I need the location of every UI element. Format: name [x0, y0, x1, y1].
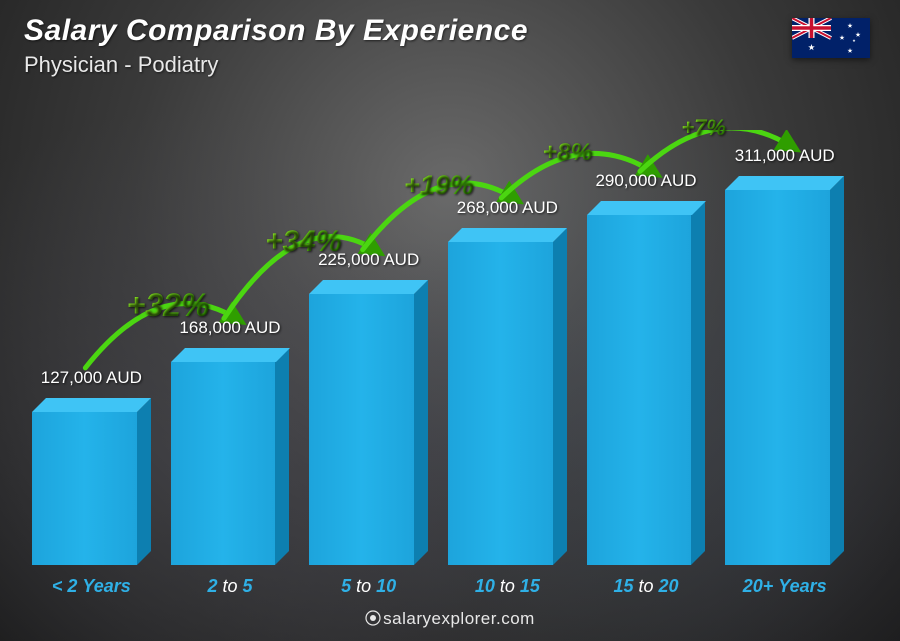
increase-pct-label: +34%: [265, 225, 341, 259]
bar: [725, 190, 844, 565]
footer: salaryexplorer.com: [0, 609, 900, 631]
x-axis-label: 15 to 20: [587, 576, 706, 597]
bar: [309, 294, 428, 565]
bar-slot: 168,000 AUD: [171, 130, 290, 565]
increase-pct-label: +7%: [681, 115, 726, 141]
australia-flag-icon: [792, 18, 870, 58]
x-axis: < 2 Years 2 to 5 5 to 10 10 to 15 15 to 20 20…: [32, 576, 844, 597]
bar: [171, 362, 290, 565]
bar-slot: 127,000 AUD: [32, 130, 151, 565]
salary-bar-chart: 127,000 AUD168,000 AUD225,000 AUD268,000…: [32, 130, 844, 565]
bar-value-label: 290,000 AUD: [595, 171, 696, 191]
footer-text: salaryexplorer.com: [383, 609, 535, 628]
bar: [587, 215, 706, 565]
x-axis-label: 5 to 10: [309, 576, 428, 597]
x-axis-label: < 2 Years: [32, 576, 151, 597]
increase-pct-label: +19%: [404, 170, 474, 201]
x-axis-label: 20+ Years: [725, 576, 844, 597]
page-title: Salary Comparison By Experience: [24, 14, 528, 48]
bar-slot: 311,000 AUD: [725, 130, 844, 565]
bar-value-label: 311,000 AUD: [735, 146, 835, 166]
logo-icon: [365, 610, 381, 631]
x-axis-label: 2 to 5: [171, 576, 290, 597]
page-subtitle: Physician - Podiatry: [24, 52, 528, 78]
bar-slot: 290,000 AUD: [587, 130, 706, 565]
increase-pct-label: +32%: [127, 287, 210, 324]
header: Salary Comparison By Experience Physicia…: [24, 14, 528, 78]
bar: [32, 412, 151, 565]
bar-value-label: 127,000 AUD: [41, 368, 142, 388]
x-axis-label: 10 to 15: [448, 576, 567, 597]
bar: [448, 242, 567, 565]
increase-pct-label: +8%: [543, 139, 593, 167]
